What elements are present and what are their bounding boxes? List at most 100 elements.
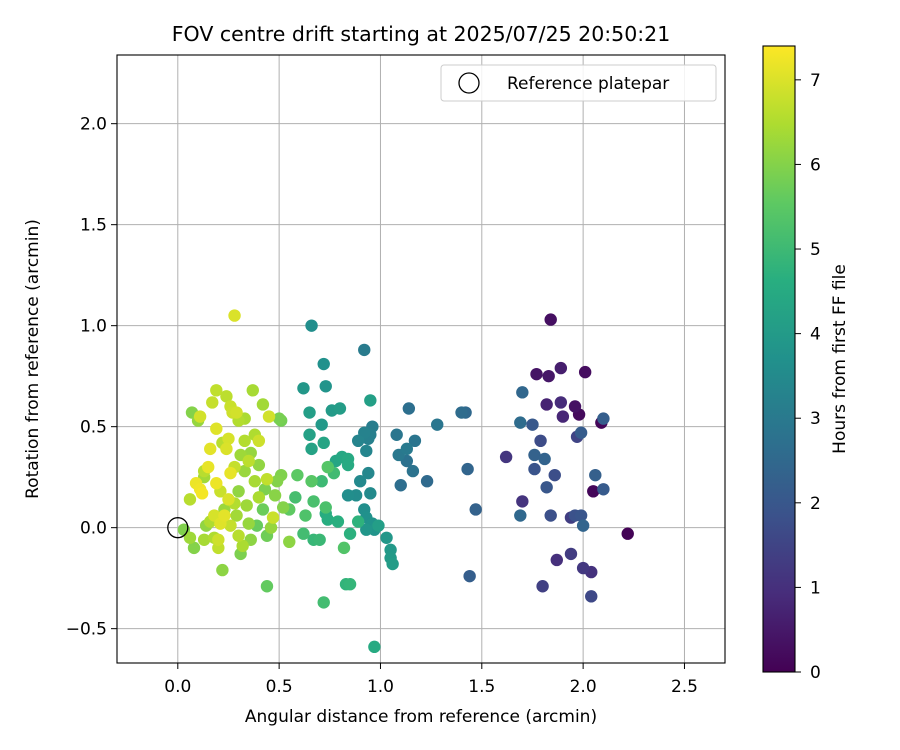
data-point [526,418,539,431]
data-point [360,444,373,458]
data-point [317,596,330,609]
data-point [260,472,274,486]
data-point [390,428,403,441]
data-points [177,309,634,654]
colorbar-tick-label: 4 [810,325,821,345]
data-point [319,501,332,514]
colorbar-tick-label: 0 [810,663,821,683]
data-point [469,503,482,516]
x-tick-label: 0.0 [164,677,191,697]
data-point [305,442,318,456]
data-point [256,503,270,516]
data-point [386,557,399,571]
data-point [542,369,555,383]
colorbar-label: Hours from first FF file [830,264,850,454]
data-point [246,384,259,397]
data-point [313,533,326,546]
data-point [341,489,355,502]
data-point [499,450,513,464]
data-point [354,475,367,488]
data-point [420,475,434,488]
data-point [568,400,582,413]
data-point [331,515,345,528]
data-point [315,418,328,431]
data-point [358,343,371,357]
y-tick-label: 0.5 [80,418,107,438]
data-point [554,396,568,409]
data-point [220,390,233,403]
colorbar-tick-label: 7 [810,71,821,91]
data-point [183,531,197,544]
data-point [534,434,547,448]
data-point [400,442,414,456]
data-point [554,361,568,375]
data-point [197,533,211,546]
data-point [289,491,302,504]
data-point [514,509,527,522]
data-point [362,466,375,480]
data-point [315,475,328,488]
data-point [232,485,245,498]
data-point [380,531,393,544]
data-point [528,462,541,476]
data-point [536,580,549,593]
data-point [212,533,225,546]
data-point [351,434,365,448]
data-point [550,553,563,567]
data-point [319,380,332,393]
data-point [333,402,347,415]
colorbar-gradient [762,45,796,673]
data-point [544,313,557,326]
data-point [556,410,570,423]
colorbar-ticks: 0 1 2 3 4 5 6 7 [795,71,821,683]
colorbar-tick-label: 2 [810,494,821,514]
data-point [291,468,304,482]
x-tick-label: 2.5 [671,677,698,697]
data-point [317,357,330,371]
data-point [574,426,588,439]
data-point [266,511,280,524]
data-point [343,527,357,540]
data-point [321,513,334,526]
y-tick-label: −0.5 [66,620,107,640]
data-point [270,475,284,488]
data-point [222,432,235,445]
x-axis-label: Angular distance from reference (arcmin) [245,707,597,727]
data-point [516,386,529,399]
data-point [210,422,223,435]
data-point [230,509,243,522]
chart-title: FOV centre drift starting at 2025/07/25 … [172,22,671,46]
colorbar-tick-label: 6 [810,155,821,175]
data-point [360,523,373,536]
data-point [228,309,241,322]
data-point [232,529,245,542]
plot-frame [116,54,726,664]
data-point [238,434,251,448]
colorbar-tick-label: 1 [810,578,821,598]
data-point [262,410,276,423]
data-point [210,384,223,397]
y-tick-label: 1.5 [80,216,107,236]
data-point [564,547,578,561]
data-point [540,398,553,411]
data-point [364,394,377,407]
data-point [337,541,351,555]
data-point [463,569,476,583]
data-point [260,580,274,593]
data-point [621,527,634,540]
colorbar: 0 1 2 3 4 5 6 7 Hours from first FF file [762,45,850,683]
colorbar-tick-label: 3 [810,409,821,429]
data-point [202,460,215,474]
data-point [587,485,600,498]
data-point [216,563,229,577]
reference-point [167,517,189,539]
data-point [514,416,527,429]
y-tick-label: 0.0 [80,519,107,539]
data-point [240,499,253,512]
data-point [540,481,553,494]
y-axis-label: Rotation from reference (arcmin) [23,219,43,499]
data-point [576,519,590,532]
legend-marker-icon [458,72,480,94]
data-point [585,590,598,603]
